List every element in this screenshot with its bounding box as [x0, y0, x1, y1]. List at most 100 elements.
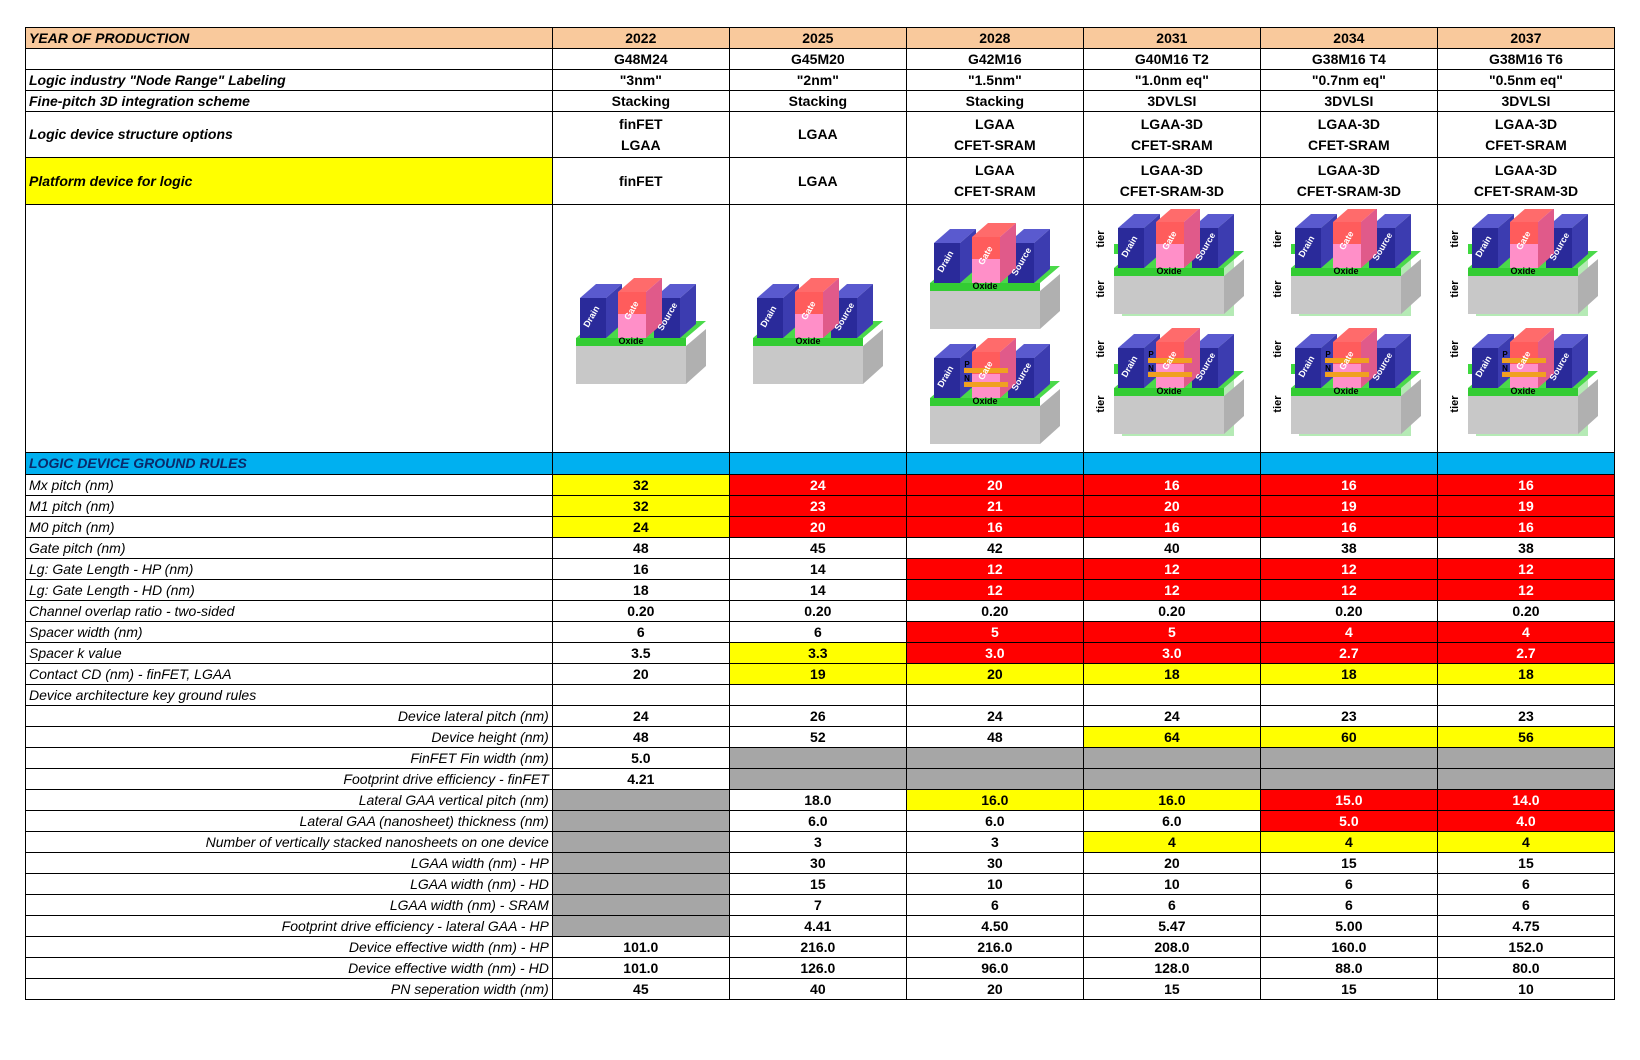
ground-rule-value: 7 — [728, 894, 907, 916]
spec-cell: "0.7nm eq" — [1259, 69, 1438, 91]
substrate-front — [1113, 275, 1224, 314]
n-channel — [1147, 371, 1192, 377]
oxide-front — [1467, 387, 1578, 396]
spec-cell: G45M20 — [728, 48, 907, 70]
spec-row-label: Logic device structure options — [25, 111, 553, 158]
ground-rule-value: 6.0 — [905, 810, 1084, 832]
roadmap-table-container: YEAR OF PRODUCTION 2022 2025 2028 2031 2034 20… — [25, 27, 1616, 1000]
oxide-front — [1290, 267, 1401, 276]
ground-rule-value: 15.0 — [1259, 789, 1438, 811]
ground-rule-value: 2.7 — [1436, 642, 1616, 664]
device-illustration-cell: tier tier tier tier Drain Gate Source Oxide P N Dr… — [1259, 204, 1438, 453]
ground-rule-value: 18 — [1082, 663, 1261, 685]
ground-rule-value: 216.0 — [905, 936, 1084, 958]
spec-cell-line: LGAA-3D — [1140, 115, 1203, 132]
ground-rule-value: 19 — [1436, 495, 1616, 517]
ground-rule-value: 24 — [1082, 705, 1261, 727]
gate-top — [1509, 327, 1554, 342]
oxide-front — [929, 397, 1040, 406]
spec-cell-line: CFET-SRAM — [954, 136, 1036, 153]
spec-cell-line: LGAA-3D — [1317, 115, 1380, 132]
device-label: tier — [1095, 229, 1107, 247]
device-label: Oxide — [795, 336, 820, 346]
ground-rule-value: 101.0 — [551, 936, 730, 958]
section-cell — [1082, 452, 1261, 475]
ground-rule-value: 0.20 — [1436, 600, 1616, 622]
ground-rule-value: 18 — [1259, 663, 1438, 685]
device-label: P — [1502, 350, 1508, 359]
ground-rule-value: 32 — [551, 474, 730, 496]
ground-rule-value — [905, 747, 1084, 769]
substrate-front — [1467, 275, 1578, 314]
ground-rule-value: 6 — [1436, 873, 1616, 895]
ground-rule-value: 10 — [1082, 873, 1261, 895]
spec-cell: LGAA-3D CFET-SRAM — [1259, 111, 1438, 158]
ground-rule-label: Mx pitch (nm) — [25, 474, 553, 496]
ground-rule-value — [551, 684, 730, 706]
spec-cell: G42M16 — [905, 48, 1084, 70]
device-label: Oxide — [972, 396, 997, 406]
ground-rule-row: Lg: Gate Length - HP (nm) 16 14 12 12 12 12 — [25, 558, 1616, 580]
drain-front — [756, 297, 783, 338]
section-cell — [1259, 452, 1438, 475]
ground-rule-value: 20 — [905, 663, 1084, 685]
ground-rule-label: M0 pitch (nm) — [25, 516, 553, 538]
spec-cell: 3DVLSI — [1082, 90, 1261, 112]
ground-rule-value: 60 — [1259, 726, 1438, 748]
gate-top — [1332, 327, 1377, 342]
ground-rule-value: 5 — [905, 621, 1084, 643]
source-side — [856, 283, 873, 338]
device-label: Oxide — [1333, 386, 1358, 396]
ground-rule-value — [1436, 747, 1616, 769]
gate-top — [971, 337, 1016, 352]
source-top — [1368, 333, 1411, 348]
spec-cell: "1.5nm" — [905, 69, 1084, 91]
ground-rule-value — [551, 873, 730, 895]
ground-rule-value: 38 — [1259, 537, 1438, 559]
n-channel — [1324, 371, 1369, 377]
gate-top — [1332, 208, 1376, 222]
ground-rule-label: Lg: Gate Length - HD (nm) — [25, 579, 553, 601]
ground-rule-value: 4 — [1436, 621, 1616, 643]
ground-rule-row: Gate pitch (nm) 48 45 42 40 38 38 — [25, 537, 1616, 559]
spec-cell-line: finFET — [619, 115, 663, 132]
ground-rule-value: 96.0 — [905, 957, 1084, 979]
spec-cell: G38M16 T6 — [1436, 48, 1616, 70]
ground-rule-value: 30 — [728, 852, 907, 874]
ground-rule-value: 16 — [1082, 474, 1261, 496]
gate-side — [822, 277, 839, 338]
gate-side — [1537, 208, 1554, 268]
ground-rule-row: Footprint drive efficiency - lateral GAA… — [25, 915, 1616, 937]
device-illustration-cell: tier tier tier tier Drain Gate Source Oxide P N Dr… — [1436, 204, 1616, 453]
gate-upper — [617, 291, 646, 314]
ground-rule-value: 5.0 — [551, 747, 730, 769]
ground-rule-value: 6 — [1082, 894, 1261, 916]
ground-rule-label: Number of vertically stacked nanosheets … — [25, 831, 553, 853]
spec-row: Fine-pitch 3D integration scheme Stacking… — [25, 90, 1616, 112]
logic-device-roadmap-table: YEAR OF PRODUCTION 2022 2025 2028 2031 2034 20… — [25, 27, 1616, 1000]
section-cell — [728, 452, 907, 475]
ground-rule-value — [728, 684, 907, 706]
ground-rule-label: LGAA width (nm) - HP — [25, 852, 553, 874]
p-channel — [963, 367, 1008, 373]
ground-rule-row: PN seperation width (nm) 45 40 20 15 15 10 — [25, 978, 1616, 1000]
spec-cell: G38M16 T4 — [1259, 48, 1438, 70]
ground-rule-value — [551, 852, 730, 874]
year-2022: 2022 — [551, 27, 730, 49]
year-header-row: YEAR OF PRODUCTION 2022 2025 2028 2031 2034 20… — [25, 27, 1616, 49]
spec-cell-line: LGAA — [798, 126, 838, 142]
spec-row: Logic industry "Node Range" Labeling "3nm… — [25, 69, 1616, 91]
ground-rule-value: 4 — [1082, 831, 1261, 853]
device-illustration-cell: tier tier tier tier Drain Gate Source Oxide P N Dr… — [1082, 204, 1261, 453]
spec-cell-line: LGAA-3D — [1494, 115, 1558, 132]
ground-rule-value: 40 — [728, 978, 907, 1000]
spec-row: Platform device for logic finFET LGAA LGAA C… — [25, 157, 1616, 205]
device-illustration-row: Drain Gate Source Oxide Drain Gate Source Oxide… — [25, 204, 1616, 453]
ground-rule-value: 23 — [728, 495, 907, 517]
